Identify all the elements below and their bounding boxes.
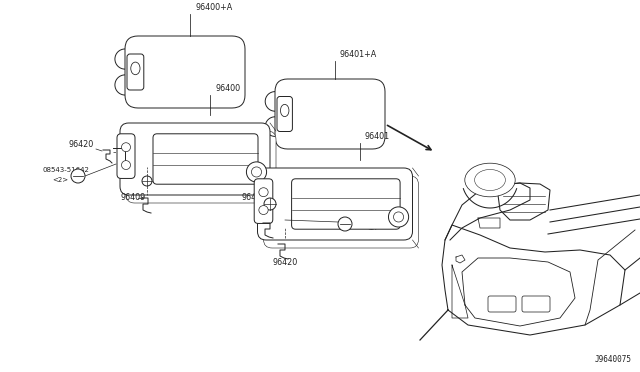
- Circle shape: [252, 167, 262, 177]
- FancyBboxPatch shape: [257, 168, 413, 240]
- Ellipse shape: [475, 170, 506, 190]
- FancyBboxPatch shape: [117, 134, 135, 179]
- Circle shape: [142, 176, 152, 186]
- Circle shape: [246, 162, 267, 182]
- Ellipse shape: [131, 62, 140, 75]
- FancyBboxPatch shape: [292, 179, 400, 229]
- Circle shape: [394, 212, 404, 222]
- FancyBboxPatch shape: [277, 96, 292, 131]
- Text: 08543-51642: 08543-51642: [354, 215, 401, 221]
- FancyBboxPatch shape: [125, 36, 245, 108]
- Text: 96401+A: 96401+A: [340, 50, 377, 59]
- Text: J9640075: J9640075: [595, 355, 632, 364]
- FancyBboxPatch shape: [153, 134, 258, 184]
- Ellipse shape: [280, 105, 289, 117]
- Circle shape: [71, 169, 85, 183]
- Circle shape: [338, 217, 352, 231]
- Text: 96401: 96401: [365, 132, 390, 141]
- Text: 08543-51642: 08543-51642: [42, 167, 89, 173]
- Ellipse shape: [259, 206, 268, 215]
- FancyBboxPatch shape: [264, 176, 419, 248]
- FancyBboxPatch shape: [126, 131, 276, 203]
- FancyBboxPatch shape: [254, 179, 273, 224]
- Text: 96409: 96409: [242, 193, 268, 202]
- FancyBboxPatch shape: [488, 296, 516, 312]
- Ellipse shape: [259, 188, 268, 197]
- Circle shape: [264, 198, 276, 210]
- Circle shape: [388, 207, 408, 227]
- FancyBboxPatch shape: [275, 79, 385, 149]
- Text: 96420: 96420: [273, 258, 298, 267]
- Text: <2>: <2>: [52, 177, 68, 183]
- Ellipse shape: [465, 163, 515, 197]
- FancyBboxPatch shape: [120, 123, 270, 195]
- FancyBboxPatch shape: [522, 296, 550, 312]
- Text: <2>: <2>: [364, 225, 380, 231]
- Text: 96420: 96420: [68, 140, 93, 149]
- FancyBboxPatch shape: [127, 54, 144, 90]
- Text: 96409: 96409: [120, 193, 145, 202]
- Text: 96400: 96400: [215, 84, 240, 93]
- Ellipse shape: [122, 143, 131, 152]
- Text: 96400+A: 96400+A: [195, 3, 232, 12]
- Ellipse shape: [122, 161, 131, 170]
